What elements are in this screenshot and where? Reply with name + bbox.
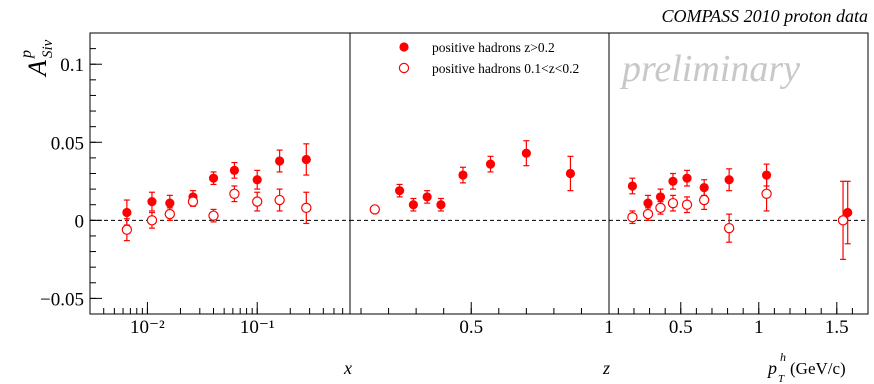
data-point-open: [164, 208, 176, 220]
y-tick-label: −0.05: [40, 289, 84, 310]
legend-marker-filled: [399, 42, 409, 52]
watermark-text: preliminary: [619, 48, 800, 90]
x-tick-label: 10⁻¹: [240, 317, 275, 338]
data-point-filled: [122, 207, 132, 218]
y-tick-label: 0.05: [51, 133, 84, 154]
data-point-filled: [458, 170, 468, 180]
data-point-filled: [436, 200, 446, 210]
data-point-filled: [208, 173, 219, 183]
data-point-open: [121, 224, 133, 235]
data-point-filled: [761, 170, 772, 180]
data-point-filled: [643, 198, 653, 208]
data-point-filled: [229, 165, 240, 175]
data-point-open: [229, 188, 240, 199]
data-point-open: [301, 202, 312, 214]
x-axis-label-pt: p h T (GeV/c): [766, 350, 846, 384]
y-axis-label-main: A: [23, 60, 52, 78]
data-point-open: [274, 194, 285, 206]
data-point-open: [627, 212, 638, 223]
panel-z: 0.5 1: [349, 32, 614, 338]
panel-frame: [89, 32, 351, 315]
x-tick-label: 0.5: [669, 317, 693, 338]
legend-label-open: positive hadrons 0.1<z<0.2: [432, 61, 579, 76]
y-tick-label: 0: [75, 211, 85, 232]
y-tick-label: 0.1: [60, 55, 84, 76]
data-point-filled: [521, 148, 531, 158]
panel-frame: [608, 32, 869, 315]
data-point-open: [252, 196, 263, 207]
x-axis-label-pt-sup: h: [780, 350, 786, 364]
legend-marker-open: [398, 62, 410, 74]
chart-title: COMPASS 2010 proton data: [661, 6, 868, 26]
data-point-filled: [724, 175, 734, 185]
legend-label-filled: positive hadrons z>0.2: [432, 40, 555, 55]
data-point-filled: [394, 186, 405, 196]
y-axis-label: A p Siv: [18, 39, 56, 78]
legend: positive hadrons z>0.2 positive hadrons …: [398, 40, 579, 76]
data-point-filled: [147, 197, 157, 207]
data-point-filled: [627, 181, 638, 191]
data-point-filled: [682, 173, 692, 183]
data-point-filled: [165, 198, 175, 208]
panel-x: 10⁻² 10⁻¹: [89, 32, 351, 338]
data-point-open: [667, 197, 679, 209]
data-point-filled: [668, 176, 678, 186]
data-point-filled: [565, 168, 576, 179]
data-point-open: [187, 196, 199, 207]
x-axis-label-pt-unit: (GeV/c): [790, 359, 846, 378]
data-point-open: [208, 210, 219, 221]
y-axis-label-sub: Siv: [40, 39, 56, 58]
data-point-filled: [422, 192, 432, 202]
data-point-open: [681, 199, 693, 210]
data-point-filled: [843, 207, 853, 218]
x-axis-label-z: z: [602, 358, 610, 378]
data-point-open: [642, 208, 654, 220]
x-tick-label: 1: [604, 317, 614, 338]
data-point-filled: [408, 200, 418, 210]
data-point-open: [146, 215, 158, 226]
data-point-open: [655, 202, 666, 214]
data-point-filled: [699, 182, 709, 193]
x-tick-label: 1: [754, 317, 764, 338]
data-point-filled: [301, 154, 311, 165]
data-point-open: [837, 215, 849, 226]
data-point-filled: [252, 175, 262, 185]
panel-pt: 0.5 1 1.5: [608, 32, 869, 338]
x-tick-label: 10⁻²: [130, 317, 165, 338]
data-point-open: [723, 222, 735, 234]
x-axis-label-x: x: [343, 358, 352, 378]
x-axis-label-pt-sub: T: [778, 373, 785, 384]
x-axis-label-pt-main: p: [766, 358, 777, 378]
data-point-open: [698, 194, 710, 206]
data-point-open: [761, 188, 772, 199]
data-point-filled: [485, 159, 496, 169]
data-point-filled: [655, 192, 666, 202]
x-tick-label: 0.5: [459, 317, 483, 338]
y-axis-label-sup: p: [18, 50, 35, 59]
x-tick-label: 1.5: [825, 317, 849, 338]
data-point-filled: [275, 156, 285, 166]
data-point-open: [369, 204, 380, 215]
